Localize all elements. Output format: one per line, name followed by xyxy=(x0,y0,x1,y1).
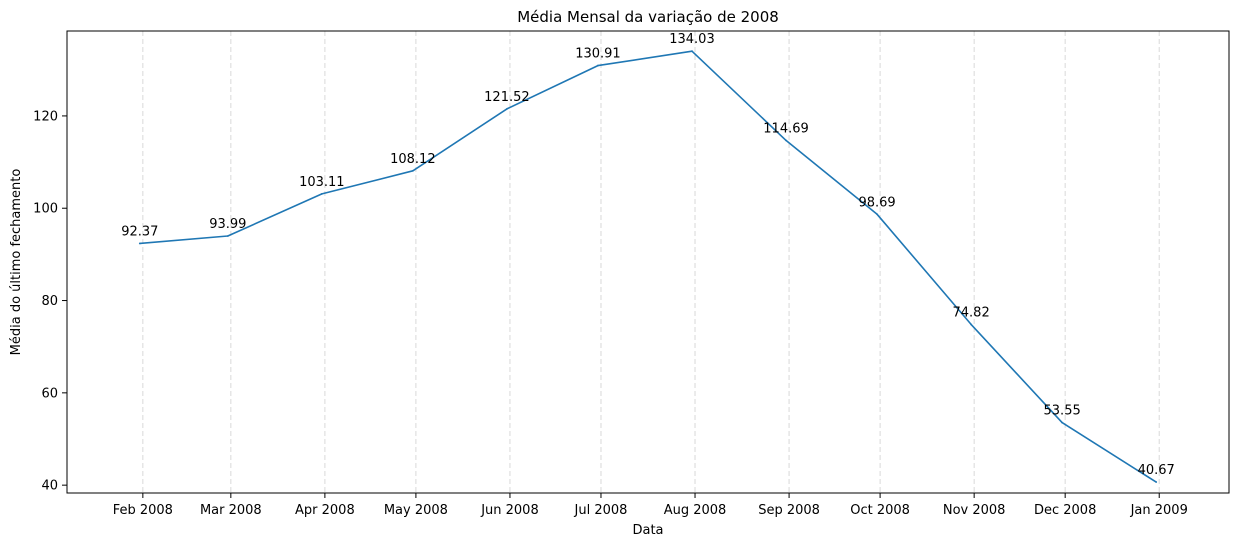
x-tick-label: May 2008 xyxy=(384,503,448,518)
data-point xyxy=(411,169,414,172)
data-label: 130.91 xyxy=(575,47,621,62)
x-tick-label: Aug 2008 xyxy=(664,503,727,518)
chart-title: Média Mensal da variação de 2008 xyxy=(517,8,779,26)
data-label: 74.82 xyxy=(953,305,990,320)
series-line xyxy=(139,50,1157,483)
x-tick-label: Sep 2008 xyxy=(758,503,820,518)
x-tick-label: Apr 2008 xyxy=(295,503,355,518)
x-axis-title: Data xyxy=(632,523,663,538)
data-label: 92.37 xyxy=(121,224,158,239)
y-tick-label: 40 xyxy=(41,479,58,494)
grid-lines xyxy=(142,31,1160,493)
y-tick-label: 100 xyxy=(33,202,58,217)
x-tick-label: Feb 2008 xyxy=(113,503,173,518)
data-label: 114.69 xyxy=(763,121,809,136)
plot-frame xyxy=(66,30,1230,494)
data-point xyxy=(785,139,787,142)
data-label: 134.03 xyxy=(669,32,715,47)
y-axis-ticks: 40 60 80 100 120 xyxy=(33,109,67,494)
series-layer xyxy=(138,50,1158,483)
data-point xyxy=(320,192,323,195)
data-label: 108.12 xyxy=(390,152,436,167)
data-point xyxy=(138,242,141,245)
data-point xyxy=(970,323,973,326)
x-tick-label: Jul 2008 xyxy=(574,503,628,518)
data-point xyxy=(226,235,229,237)
data-point xyxy=(691,50,693,53)
data-label: 53.55 xyxy=(1044,404,1081,419)
x-tick-label: Mar 2008 xyxy=(200,503,262,518)
data-point xyxy=(1061,421,1064,424)
x-tick-label: Nov 2008 xyxy=(943,503,1006,518)
data-label: 98.69 xyxy=(858,195,895,210)
y-tick-label: 60 xyxy=(41,386,58,401)
x-tick-label: Dec 2008 xyxy=(1034,503,1096,518)
data-label: 121.52 xyxy=(484,90,530,105)
x-tick-label: Jan 2009 xyxy=(1130,503,1188,518)
y-tick-label: 120 xyxy=(33,109,58,124)
data-labels: 92.37 93.99 103.11 108.12 121.52 130.91 134.03… xyxy=(121,32,1175,478)
data-point xyxy=(597,64,599,67)
data-label: 103.11 xyxy=(299,175,345,190)
data-label: 93.99 xyxy=(209,217,246,232)
y-axis-title: Média do último fechamento xyxy=(9,169,24,356)
x-tick-label: Oct 2008 xyxy=(850,503,910,518)
data-label: 40.67 xyxy=(1138,463,1175,478)
x-axis-ticks: Feb 2008 Mar 2008 Apr 2008 May 2008 Jun 2008… xyxy=(113,493,1188,518)
data-point xyxy=(1155,481,1158,483)
y-tick-label: 80 xyxy=(41,294,58,309)
data-point xyxy=(506,108,508,110)
data-point xyxy=(876,213,878,216)
x-tick-label: Jun 2008 xyxy=(480,503,539,518)
